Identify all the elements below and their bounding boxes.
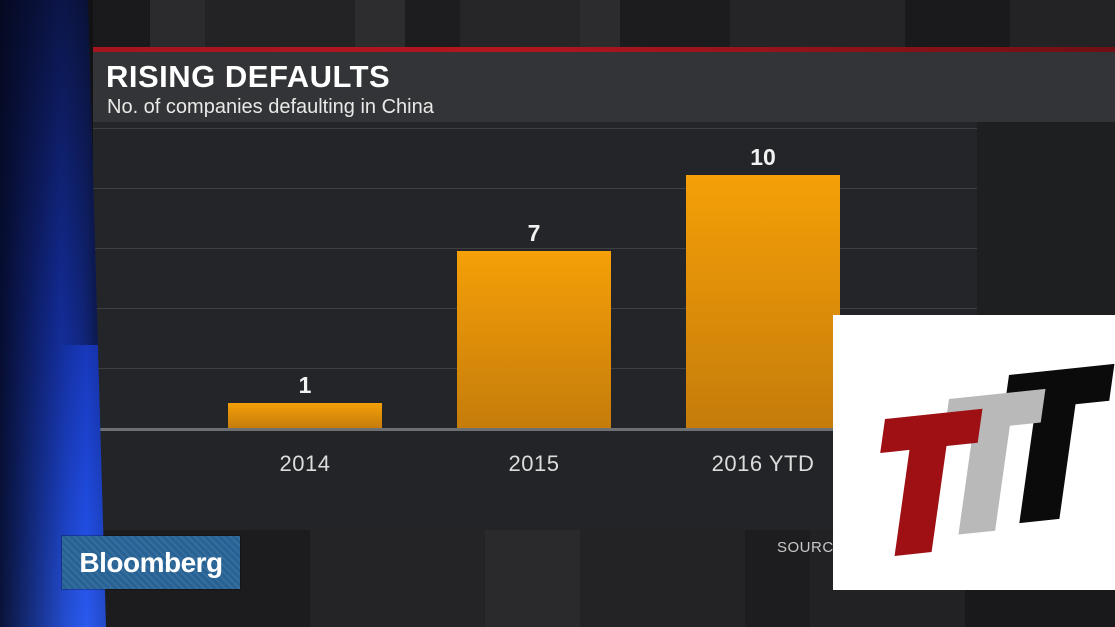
bar-2014 [228,403,382,428]
gridline [93,248,977,249]
bg-stripe [745,530,810,627]
bar-2016-ytd [686,175,840,428]
bg-stripe [205,0,355,47]
chart-subtitle: No. of companies defaulting in China [107,96,434,118]
bg-stripe [1010,0,1115,47]
bg-stripe [730,0,905,47]
x-axis-label: 2014 [279,451,331,476]
bar-2015 [457,251,611,428]
bg-stripe [93,0,150,47]
bg-stripe [580,530,745,627]
bg-stripe [150,0,205,47]
studio-side-band [0,0,106,627]
bloomberg-logo-text: Bloomberg [79,546,223,578]
bar-chart-plot-area: 1 7 10 [93,122,977,431]
gridline [93,128,977,129]
bar-value-label: 7 [527,220,541,246]
x-axis-baseline [93,428,977,431]
bloomberg-logo: Bloomberg [62,536,240,589]
band-shading [0,0,106,345]
bg-stripe [580,0,620,47]
chart-header: RISING DEFAULTS No. of companies default… [93,52,1115,122]
x-axis-label: 2015 [508,451,560,476]
bg-stripe [620,0,730,47]
x-axis-label-strip: 2014 2015 2016 YTD [93,431,977,530]
bar-value-label: 1 [298,372,312,398]
x-axis-label: 2016 YTD [711,451,815,476]
gridline [93,188,977,189]
logo-hatch-texture [62,536,240,589]
background-video-strip-top [93,0,1115,47]
bg-stripe [405,0,460,47]
bg-stripe [485,530,580,627]
bar-value-label: 10 [750,144,776,170]
t-letter-red [880,408,983,556]
watermark-overlay [833,315,1115,590]
chart-title: RISING DEFAULTS [106,59,391,94]
bg-stripe [310,530,485,627]
bg-stripe [355,0,405,47]
source-attribution: SOURCE: [777,539,849,556]
bg-stripe [905,0,1010,47]
bg-stripe [460,0,580,47]
accent-rule [93,47,1115,52]
triple-t-logo [880,363,1115,556]
